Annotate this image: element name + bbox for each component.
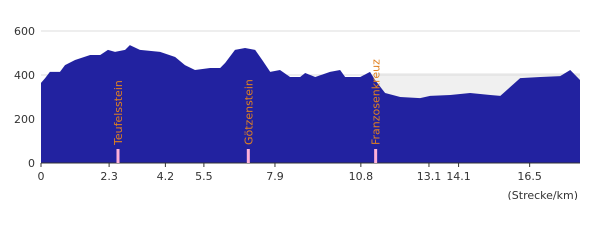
x-tick-label: 14.1 [446, 170, 471, 183]
y-tick-label: 400 [14, 69, 35, 82]
x-tick-label: 2.3 [100, 170, 118, 183]
x-tick-label: 0 [38, 170, 45, 183]
y-tick-label: 600 [14, 25, 35, 38]
y-tick-label: 0 [28, 157, 35, 170]
x-tick-label: 13.1 [417, 170, 442, 183]
marker [116, 149, 120, 163]
marker [246, 149, 250, 163]
x-tick-label: 7.9 [266, 170, 284, 183]
marker-label: Teufelsstein [112, 80, 125, 146]
elevation-area [41, 45, 580, 163]
x-tick-label: 5.5 [195, 170, 213, 183]
x-axis-label: (Strecke/km) [507, 189, 578, 200]
x-tick-label: 10.8 [349, 170, 374, 183]
marker-label: Franzosenkreuz [370, 59, 383, 145]
x-tick-label: 4.2 [157, 170, 175, 183]
chart: (Strecke/km) 0 200 400 600 0 2.3 4.2 5.5 7.9 10.8… [14, 25, 580, 200]
x-tick-label: 16.5 [517, 170, 542, 183]
y-tick-label: 200 [14, 113, 35, 126]
marker [374, 149, 378, 163]
marker-label: Götzenstein [242, 79, 255, 145]
